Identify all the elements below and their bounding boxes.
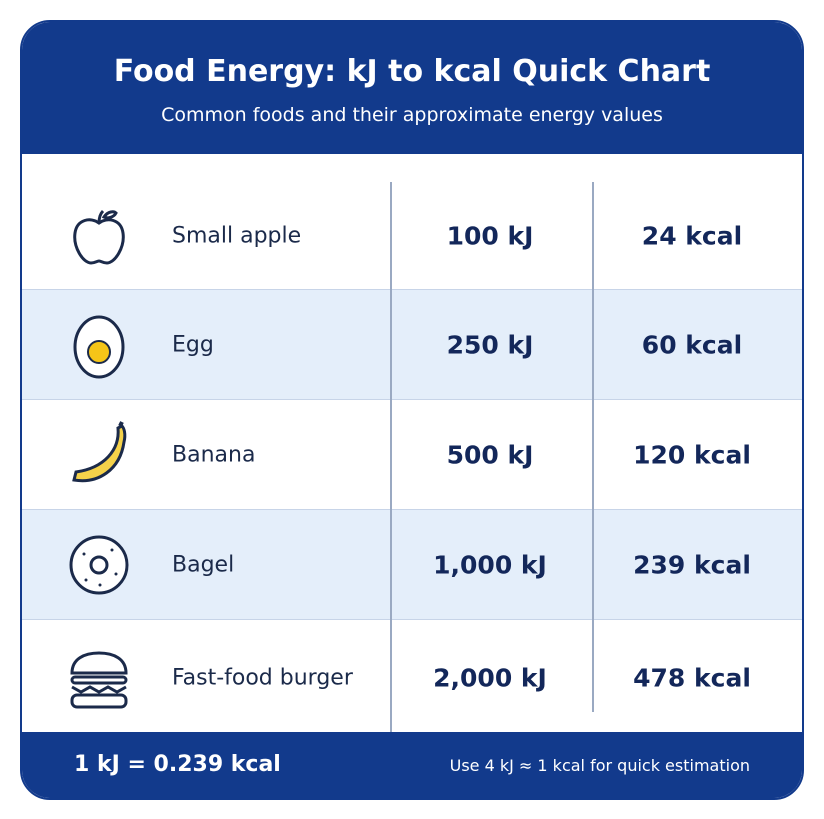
kj-value: 250 kJ	[446, 330, 534, 360]
table-row: Banana 500 kJ 120 kcal	[22, 400, 802, 510]
header: Food Energy: kJ to kcal Quick Chart Comm…	[22, 22, 802, 154]
food-name: Bagel	[172, 552, 235, 578]
kj-value: 100 kJ	[446, 221, 534, 251]
kcal-value: 478 kcal	[633, 663, 751, 692]
column-divider	[390, 182, 392, 735]
kcal-value: 60 kcal	[641, 330, 743, 360]
food-icon	[72, 421, 127, 483]
food-icon	[69, 535, 129, 595]
title: Food Energy: kJ to kcal Quick Chart	[113, 54, 711, 89]
subtitle: Common foods and their approximate energ…	[161, 104, 663, 126]
food-name: Banana	[172, 442, 256, 468]
food-icon	[70, 650, 128, 708]
table-row: Egg 250 kJ 60 kcal	[22, 290, 802, 400]
kj-value: 500 kJ	[446, 440, 534, 470]
card: Food Energy: kJ to kcal Quick Chart Comm…	[20, 20, 804, 800]
kj-value: 2,000 kJ	[433, 663, 547, 692]
conversion: 1 kJ = 0.239 kcal	[74, 752, 281, 777]
table-row: Bagel 1,000 kJ 239 kcal	[22, 510, 802, 620]
kcal-value: 239 kcal	[633, 550, 751, 580]
column-divider	[592, 182, 594, 712]
table-row: Small apple 100 kJ 24 kcal	[22, 154, 802, 290]
food-name: Small apple	[172, 223, 302, 249]
kcal-value: 120 kcal	[633, 440, 751, 470]
food-name: Egg	[172, 332, 214, 358]
kj-value: 1,000 kJ	[433, 550, 547, 580]
food-icon	[73, 315, 125, 379]
food-name: Fast-food burger	[172, 665, 353, 690]
food-icon	[73, 209, 125, 265]
kcal-value: 24 kcal	[641, 221, 743, 251]
tip: Use 4 kJ ≈ 1 kcal for quick estimation	[449, 756, 750, 775]
table-row: Fast-food burger 2,000 kJ 478 kcal	[22, 620, 802, 735]
footer: 1 kJ = 0.239 kcal Use 4 kJ ≈ 1 kcal for …	[22, 732, 802, 798]
